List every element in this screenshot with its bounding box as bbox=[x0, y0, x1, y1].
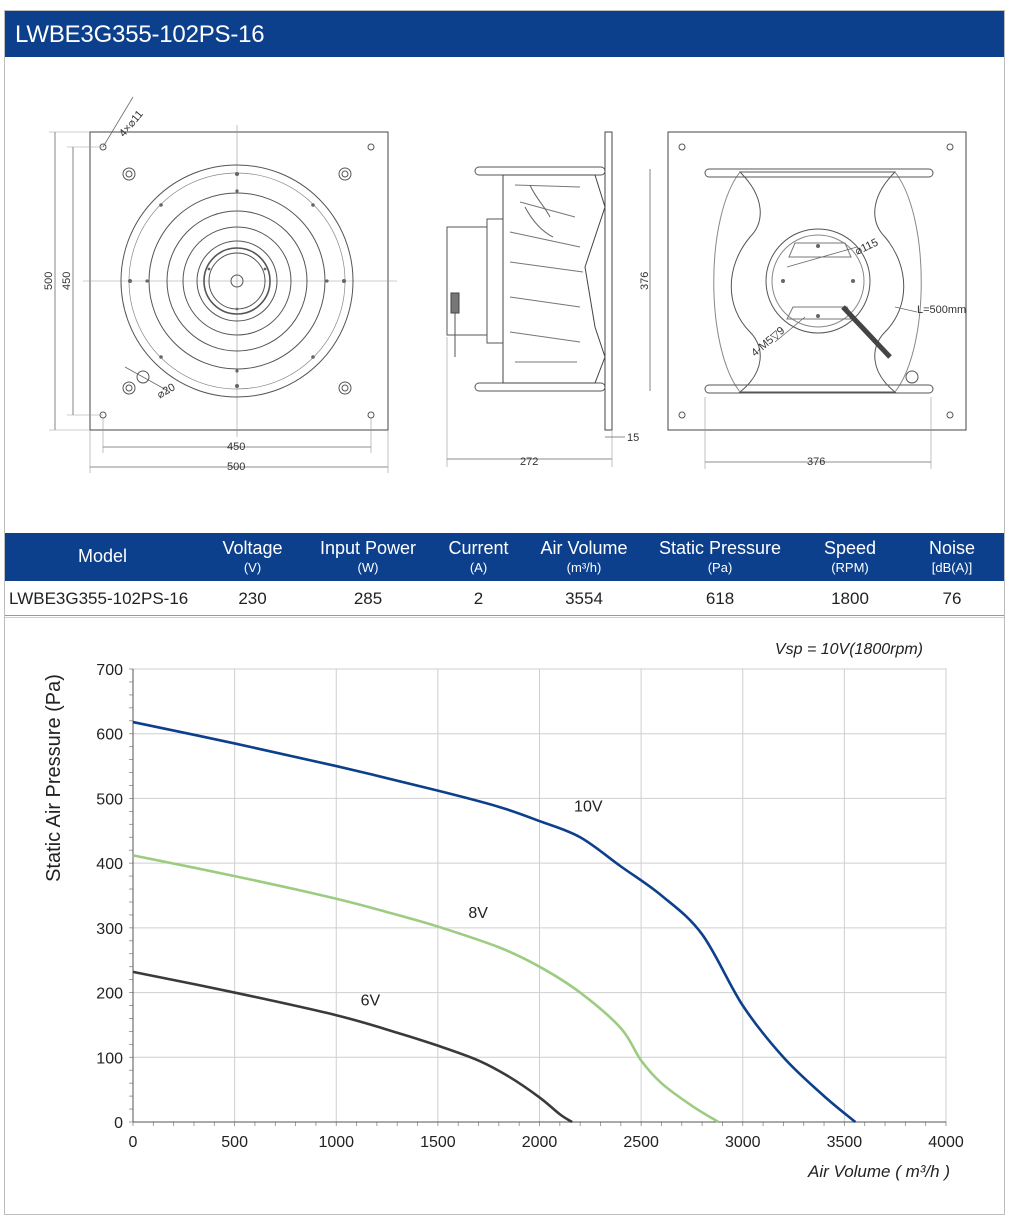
side-view bbox=[446, 131, 651, 467]
y-tick-label: 100 bbox=[96, 1050, 123, 1067]
chart-minor-ticks bbox=[129, 668, 947, 1126]
y-tick-label: 300 bbox=[96, 921, 123, 938]
cell-static-pressure: 618 bbox=[705, 589, 735, 608]
x-tick-label: 4000 bbox=[928, 1134, 964, 1151]
header-air-volume: Air Volume (m³/h) bbox=[540, 538, 628, 575]
chart-axes: 0 500 1000 1500 2000 2500 3000 3500 4000 0 100 200 3… bbox=[96, 662, 964, 1151]
dim-15: 15 bbox=[627, 432, 639, 444]
table-row: LWBE3G355-102PS-16 230 285 2 3554 618 18… bbox=[5, 581, 1004, 616]
header-current: Current (A) bbox=[448, 538, 509, 575]
performance-chart: 0 500 1000 1500 2000 2500 3000 3500 4000 0 100 200 3… bbox=[5, 618, 1004, 1214]
dim-115: ⌀115 bbox=[853, 237, 880, 258]
chart-ylabel: Static Air Pressure (Pa) bbox=[43, 674, 65, 882]
header-speed: Speed (RPM) bbox=[823, 538, 877, 575]
page-title: LWBE3G355-102PS-16 bbox=[15, 21, 265, 48]
spec-table: Model Voltage (V) Input Power (W) Current(… bbox=[5, 533, 1004, 617]
y-tick-label: 400 bbox=[96, 856, 123, 873]
x-tick-label: 1000 bbox=[318, 1134, 354, 1151]
cell-speed: 1800 bbox=[831, 589, 869, 608]
page-frame bbox=[4, 10, 1005, 1215]
y-tick-label: 500 bbox=[96, 791, 123, 808]
chart-xlabel: Air Volume ( m³/h ) bbox=[807, 1162, 950, 1181]
series-line-10v bbox=[132, 720, 857, 1124]
x-tick-label: 0 bbox=[129, 1134, 138, 1151]
y-tick-label: 0 bbox=[114, 1115, 123, 1132]
series-label-6v: 6V bbox=[361, 993, 381, 1010]
cell-air-volume: 3554 bbox=[565, 589, 603, 608]
front-view bbox=[49, 96, 397, 473]
x-tick-label: 3000 bbox=[725, 1134, 761, 1151]
dim-450-v: 450 bbox=[61, 272, 73, 290]
cell-input-power: 285 bbox=[353, 589, 383, 608]
series-line-6v bbox=[132, 970, 573, 1124]
x-tick-label: 1500 bbox=[420, 1134, 456, 1151]
header-noise: Noise [dB(A)] bbox=[928, 538, 976, 575]
hole20-label: ⌀20 bbox=[155, 381, 177, 401]
dim-272: 272 bbox=[520, 456, 538, 468]
cell-voltage: 230 bbox=[238, 589, 267, 608]
y-tick-label: 600 bbox=[96, 727, 123, 744]
series-label-8v: 8V bbox=[468, 905, 488, 922]
x-tick-label: 3500 bbox=[827, 1134, 863, 1151]
technical-drawing: 4×⌀11 ⌀20 450 500 500 450 272 15 376 ⌀11… bbox=[5, 57, 1004, 533]
cell-model: LWBE3G355-102PS-16 bbox=[9, 589, 189, 608]
title-bar: LWBE3G355-102PS-16 bbox=[5, 11, 1004, 57]
series-line-8v bbox=[132, 854, 720, 1124]
header-model: Model bbox=[77, 546, 128, 566]
header-voltage: Voltage (V) bbox=[222, 538, 283, 575]
chart-annotation: Vsp = 10V(1800rpm) bbox=[775, 641, 923, 658]
chart-series bbox=[132, 720, 857, 1124]
x-tick-label: 500 bbox=[221, 1134, 248, 1151]
chart-grid bbox=[132, 668, 947, 1123]
y-tick-label: 700 bbox=[96, 662, 123, 679]
dim-376: 376 bbox=[807, 456, 825, 468]
divider bbox=[5, 617, 1004, 618]
cell-noise: 76 bbox=[942, 589, 962, 608]
series-label-10v: 10V bbox=[574, 798, 603, 815]
dim-450-h: 450 bbox=[227, 441, 245, 453]
dim-500-h: 500 bbox=[227, 461, 245, 473]
x-tick-label: 2000 bbox=[522, 1134, 558, 1151]
chart-labels: 10V 8V 6V bbox=[361, 798, 603, 1009]
x-tick-label: 2500 bbox=[623, 1134, 659, 1151]
dim-500-v: 500 bbox=[43, 272, 55, 290]
drawing-svg: 4×⌀11 ⌀20 450 500 500 450 272 15 376 ⌀11… bbox=[43, 96, 967, 473]
cell-current: 2 bbox=[473, 589, 484, 608]
chart-svg: 0 500 1000 1500 2000 2500 3000 3500 4000 0 100 200 3… bbox=[43, 641, 964, 1181]
m5-label: 4-M5▽9 bbox=[749, 325, 787, 360]
header-input-power: Input Power (W) bbox=[319, 538, 417, 575]
dim-376-v: 376 bbox=[639, 272, 651, 290]
spec-table-header: Model Voltage (V) Input Power (W) Current(… bbox=[5, 533, 1004, 581]
header-static-pressure: Static Pressure (Pa) bbox=[658, 538, 782, 575]
cable-label: L=500mm bbox=[917, 304, 966, 316]
back-view bbox=[667, 131, 967, 469]
y-tick-label: 200 bbox=[96, 986, 123, 1003]
hole-label: 4×⌀11 bbox=[117, 108, 146, 139]
